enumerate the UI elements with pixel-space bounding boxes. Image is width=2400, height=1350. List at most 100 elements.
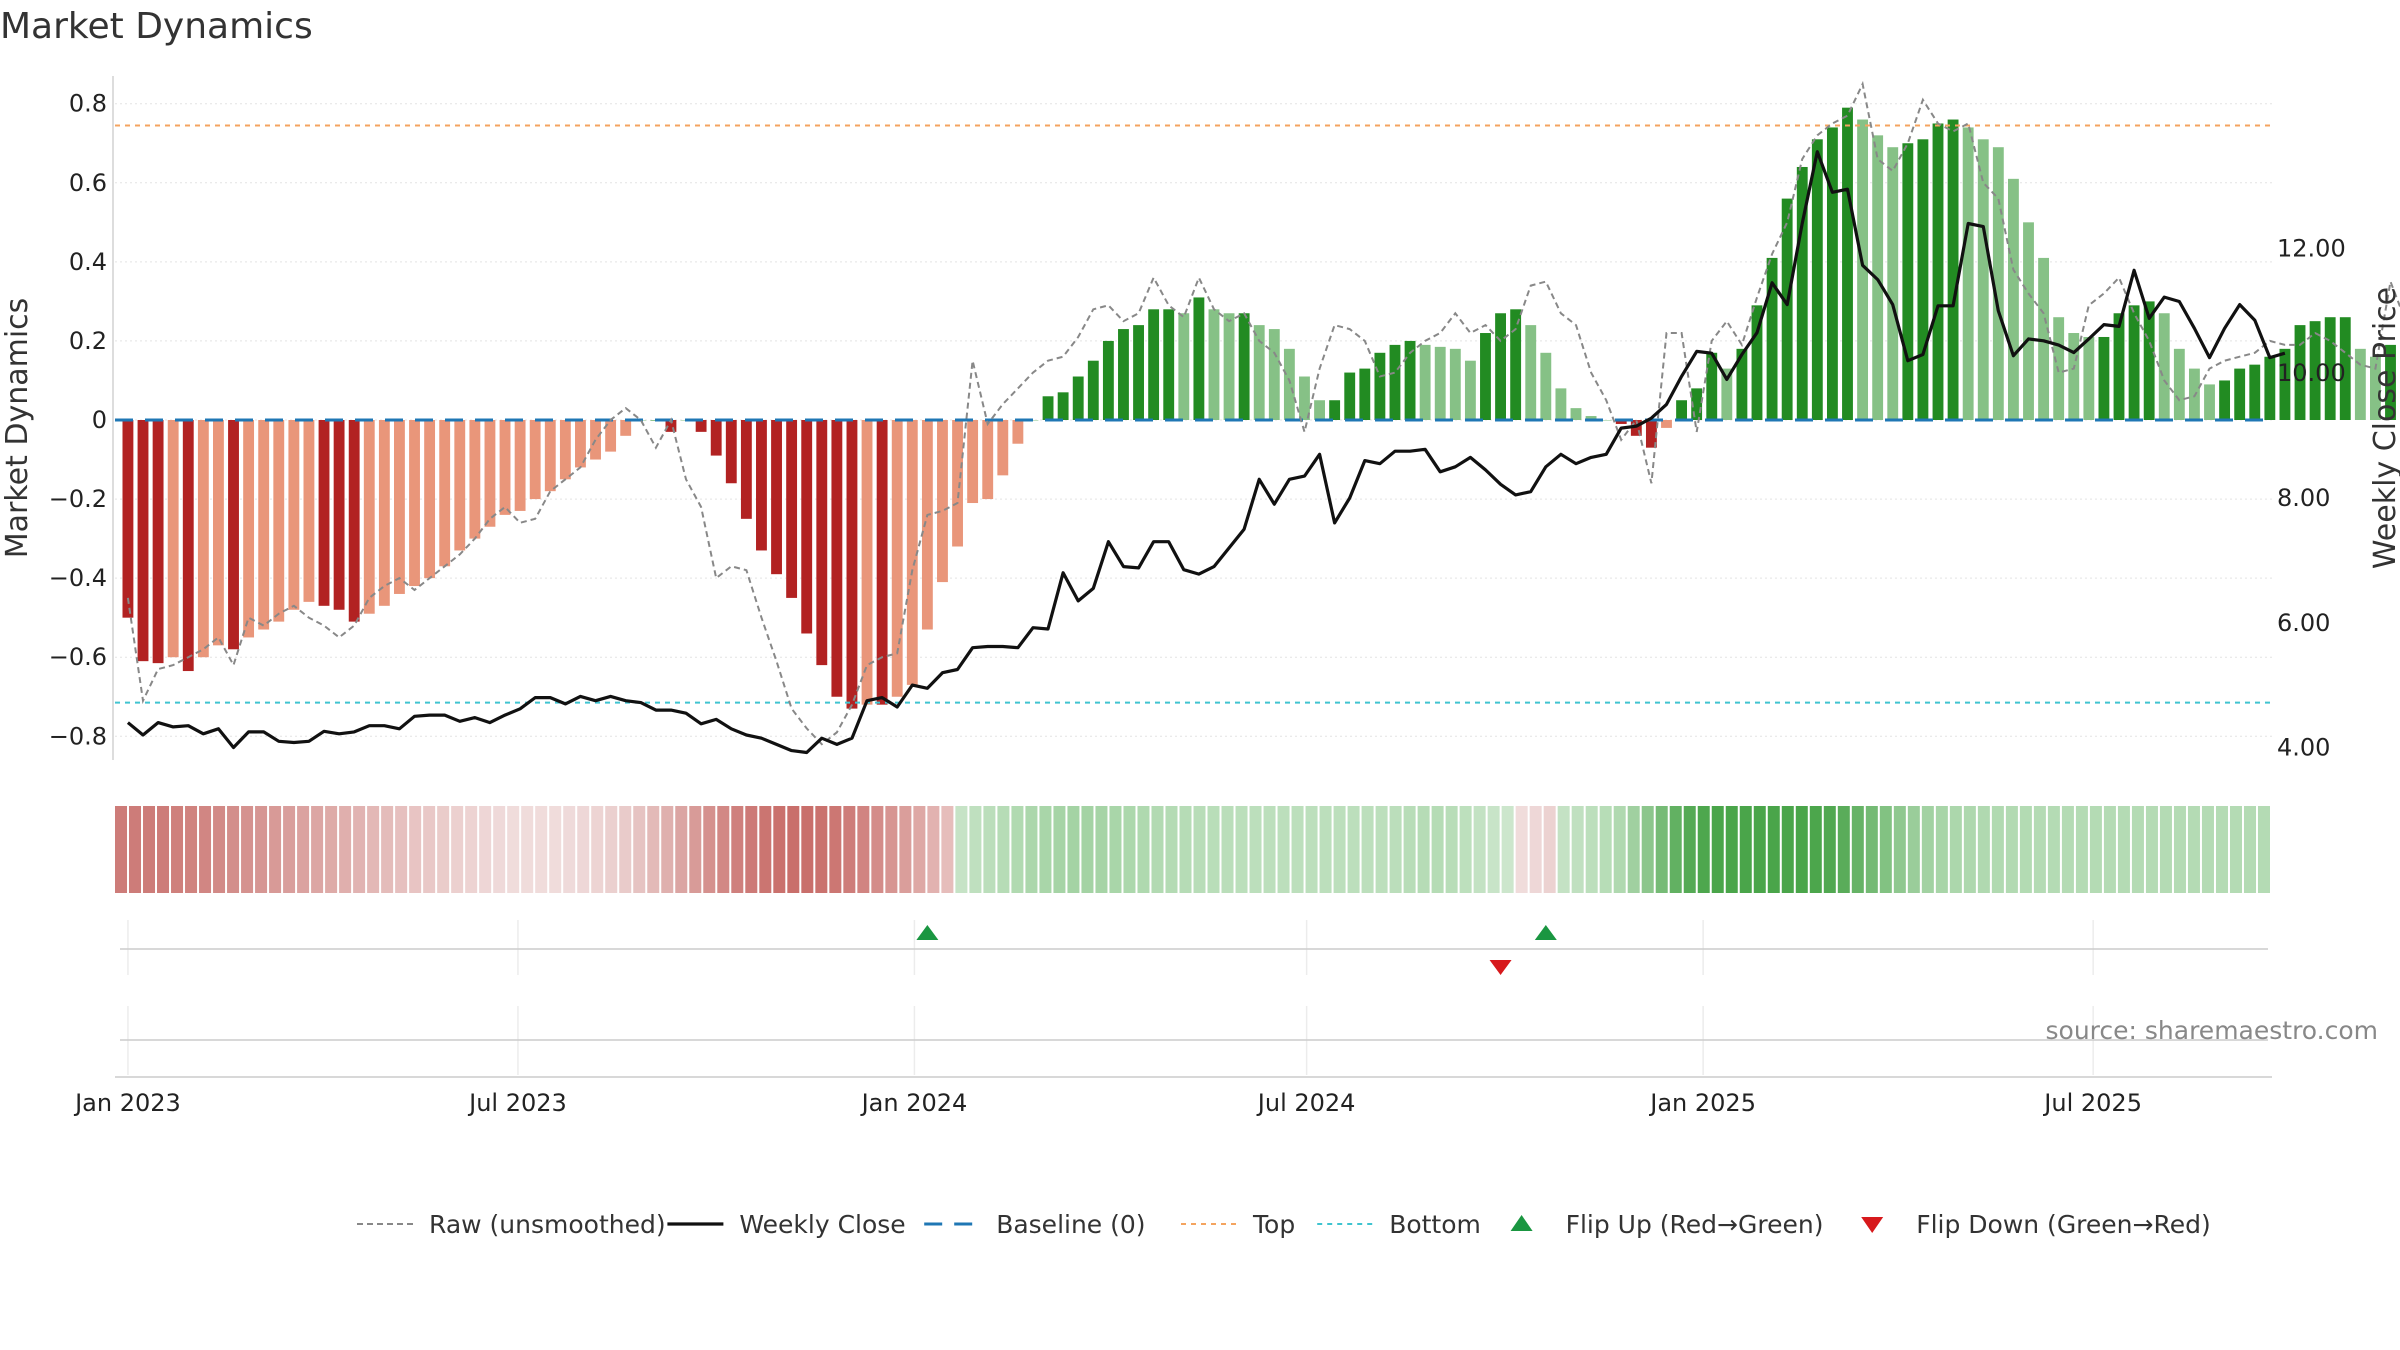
regime-strip-cell bbox=[2103, 806, 2116, 893]
regime-strip-cell bbox=[1123, 806, 1136, 893]
dynamics-bar bbox=[122, 420, 134, 618]
regime-strip-cell bbox=[549, 806, 562, 893]
regime-strip-cell bbox=[591, 806, 604, 893]
dynamics-bar bbox=[1178, 313, 1190, 420]
dynamics-bar bbox=[1706, 352, 1718, 420]
x-tick-label: Jul 2023 bbox=[467, 1089, 567, 1117]
y-tick-label: −0.6 bbox=[49, 643, 107, 671]
regime-strip-cell bbox=[885, 806, 898, 893]
regime-strip-cell bbox=[1949, 806, 1962, 893]
dynamics-bar bbox=[2294, 325, 2306, 420]
regime-strip-cell bbox=[157, 806, 170, 893]
dynamics-bar bbox=[348, 420, 360, 622]
y-tick-label: 0.4 bbox=[69, 248, 107, 276]
regime-strip-cell bbox=[773, 806, 786, 893]
regime-strip-cell bbox=[1683, 806, 1696, 893]
regime-strip-cell bbox=[1067, 806, 1080, 893]
regime-strip-cell bbox=[1137, 806, 1150, 893]
regime-strip-cell bbox=[1431, 806, 1444, 893]
dynamics-bar bbox=[952, 420, 963, 547]
regime-strip-cell bbox=[1039, 806, 1052, 893]
regime-strip-cell bbox=[1977, 806, 1990, 893]
dynamics-bar bbox=[559, 420, 571, 480]
dynamics-bar bbox=[1133, 325, 1144, 420]
dynamics-bar bbox=[1796, 166, 1808, 420]
dynamics-bar bbox=[363, 420, 375, 614]
regime-strip-cell bbox=[1865, 806, 1878, 893]
regime-strip-cell bbox=[689, 806, 702, 893]
dynamics-bar bbox=[1510, 309, 1522, 420]
dynamics-bar bbox=[1087, 360, 1099, 420]
lower-panel: Jan 2023 Jul 2023 Jan 2024 Jul 2024 Jan 2025… bbox=[73, 1006, 2272, 1117]
dynamics-bar bbox=[484, 420, 496, 527]
regime-strip-cell bbox=[983, 806, 996, 893]
dynamics-bar bbox=[1842, 107, 1853, 421]
dynamics-bar bbox=[1555, 388, 1567, 420]
dynamics-bar bbox=[1208, 309, 1220, 420]
dynamics-bar bbox=[2309, 321, 2321, 420]
dynamics-bar bbox=[1992, 147, 2004, 421]
regime-strip-cell bbox=[787, 806, 800, 893]
regime-strip-cell bbox=[1263, 806, 1276, 893]
dynamics-bar bbox=[1283, 348, 1295, 420]
regime-strip-cell bbox=[745, 806, 758, 893]
dynamics-bar bbox=[2219, 380, 2231, 420]
dynamics-bar bbox=[1721, 368, 1733, 420]
dynamics-bar bbox=[1630, 420, 1642, 436]
legend-label: Top bbox=[1252, 1210, 1295, 1239]
dynamics-bar bbox=[1359, 368, 1371, 420]
regime-strip-cell bbox=[297, 806, 310, 893]
regime-strip-cell bbox=[1193, 806, 1206, 893]
y2-axis-label: Weekly Close Price bbox=[2368, 287, 2400, 569]
legend: Raw (unsmoothed) Weekly Close Baseline (0)… bbox=[357, 1210, 2211, 1239]
regime-strip-cell bbox=[2131, 806, 2144, 893]
dynamics-bar bbox=[620, 420, 632, 436]
regime-strip-cell bbox=[2075, 806, 2088, 893]
dynamics-bar bbox=[1585, 416, 1597, 420]
regime-strip-cell bbox=[423, 806, 436, 893]
dynamics-bar bbox=[1857, 119, 1869, 420]
dynamics-bar bbox=[1268, 329, 1280, 420]
dynamics-bar bbox=[424, 420, 436, 579]
legend-label: Bottom bbox=[1389, 1210, 1481, 1239]
regime-strip-cell bbox=[1403, 806, 1416, 893]
regime-strip-cell bbox=[1515, 806, 1528, 893]
legend-label: Weekly Close bbox=[739, 1210, 905, 1239]
y-tick-label: −0.2 bbox=[49, 485, 107, 513]
dynamics-bar bbox=[876, 420, 888, 705]
dynamics-bar bbox=[1977, 139, 1989, 421]
dynamics-bar bbox=[1932, 123, 1944, 420]
regime-strip-cell bbox=[2089, 806, 2102, 893]
x-tick-label: Jan 2024 bbox=[860, 1089, 968, 1117]
dynamics-bar bbox=[1766, 257, 1778, 420]
dynamics-bar bbox=[756, 420, 767, 551]
dynamics-bar bbox=[1676, 400, 1688, 420]
regime-strip-cell bbox=[843, 806, 856, 893]
dynamics-bar bbox=[2098, 336, 2110, 420]
regime-strip-cell bbox=[2201, 806, 2214, 893]
y-tick-label: 0.6 bbox=[69, 169, 107, 197]
flip-up-marker bbox=[916, 925, 939, 940]
main-axes: −0.8 −0.6 −0.4 −0.2 0 0.2 0.4 0.6 0.8 4.00 6.00 8.0… bbox=[49, 76, 2346, 762]
dynamics-bar bbox=[1434, 346, 1446, 420]
regime-strip-cell bbox=[1277, 806, 1290, 893]
dynamics-bar bbox=[213, 420, 224, 646]
dynamics-bar bbox=[2128, 305, 2140, 420]
x-tick-label: Jan 2025 bbox=[1648, 1089, 1756, 1117]
dynamics-bar bbox=[605, 420, 617, 452]
regime-strip-cell bbox=[703, 806, 716, 893]
dynamics-bar bbox=[167, 420, 179, 658]
legend-flip-up-swatch bbox=[1510, 1215, 1533, 1231]
regime-strip-cell bbox=[1543, 806, 1556, 893]
dynamics-bar bbox=[1102, 340, 1114, 420]
weekly-close-line bbox=[126, 150, 2286, 755]
dynamics-bar bbox=[2385, 344, 2396, 420]
regime-strip-cell bbox=[619, 806, 632, 893]
dynamics-bar bbox=[816, 420, 828, 666]
dynamics-bar bbox=[273, 420, 285, 622]
regime-strip-cell bbox=[731, 806, 744, 893]
y-tick-label: −0.8 bbox=[49, 722, 107, 750]
dynamics-bar bbox=[1600, 420, 1612, 421]
regime-strip-cell bbox=[1361, 806, 1374, 893]
